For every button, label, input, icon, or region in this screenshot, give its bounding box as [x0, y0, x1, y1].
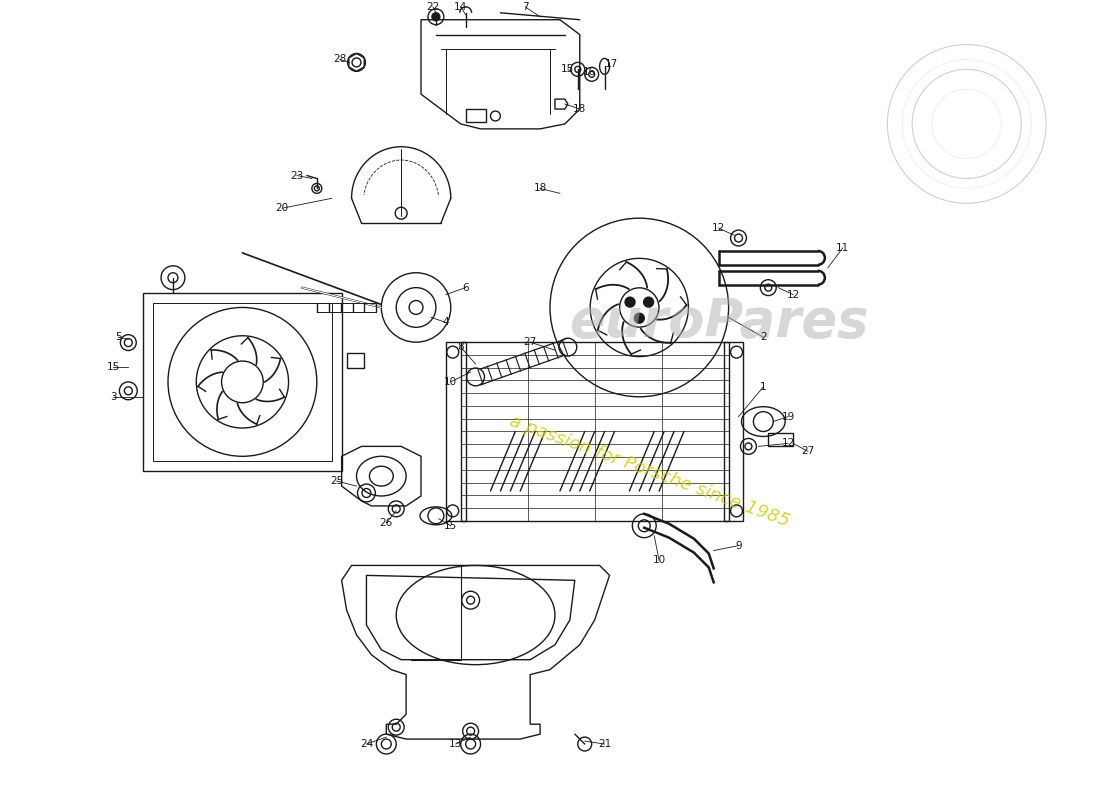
Text: 5: 5 — [116, 332, 122, 342]
Bar — [461, 342, 728, 521]
Text: 7: 7 — [521, 2, 528, 12]
Text: 28: 28 — [333, 54, 346, 65]
Text: 12: 12 — [781, 438, 795, 449]
Text: 21: 21 — [598, 739, 612, 749]
Bar — [143, 293, 342, 471]
Text: 27: 27 — [801, 446, 815, 456]
Text: 18: 18 — [534, 183, 547, 194]
Text: 13: 13 — [449, 739, 462, 749]
Text: 12: 12 — [712, 223, 725, 233]
Circle shape — [625, 297, 635, 307]
Text: 18: 18 — [573, 104, 586, 114]
Bar — [724, 342, 744, 521]
Text: 15: 15 — [444, 521, 458, 530]
Text: 27: 27 — [524, 337, 537, 347]
Text: 24: 24 — [360, 739, 373, 749]
Text: 8: 8 — [458, 342, 464, 352]
Text: 9: 9 — [735, 541, 741, 550]
Text: 23: 23 — [290, 170, 304, 181]
Text: 2: 2 — [760, 332, 767, 342]
Text: 12: 12 — [786, 290, 800, 299]
Text: 1: 1 — [760, 382, 767, 392]
Text: 10: 10 — [652, 555, 666, 566]
Text: 20: 20 — [275, 203, 288, 214]
Text: 11: 11 — [836, 243, 849, 253]
Text: a passion for Porsche since 1985: a passion for Porsche since 1985 — [507, 412, 792, 530]
Text: 6: 6 — [462, 282, 469, 293]
Text: 10: 10 — [444, 377, 458, 387]
Text: 19: 19 — [781, 412, 795, 422]
Text: 26: 26 — [379, 518, 393, 528]
Text: 16: 16 — [583, 67, 596, 78]
Text: euroPares: euroPares — [569, 296, 868, 348]
Text: 14: 14 — [454, 2, 467, 12]
Text: 3: 3 — [110, 392, 117, 402]
Bar — [446, 342, 465, 521]
Text: 17: 17 — [605, 59, 618, 70]
Circle shape — [635, 314, 645, 323]
Circle shape — [644, 297, 653, 307]
Text: 4: 4 — [442, 318, 449, 327]
Text: 15: 15 — [107, 362, 120, 372]
Text: 15: 15 — [561, 64, 574, 74]
Circle shape — [432, 13, 440, 21]
Text: 22: 22 — [427, 2, 440, 12]
Text: 25: 25 — [330, 476, 343, 486]
